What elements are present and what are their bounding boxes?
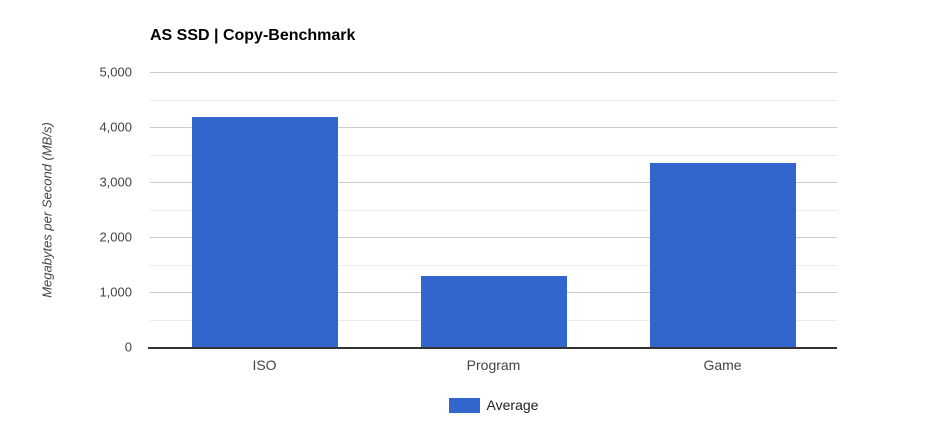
bar-iso[interactable] (191, 117, 338, 347)
minor-gridline (150, 99, 837, 101)
y-axis-tick-label: 4,000 (99, 119, 132, 135)
major-gridline (150, 72, 837, 73)
chart-title: AS SSD | Copy-Benchmark (150, 27, 356, 44)
minor-gridline (150, 154, 837, 156)
major-gridline (150, 182, 837, 183)
minor-gridline (150, 209, 837, 211)
x-axis-label-program: Program (466, 357, 521, 373)
legend-label: Average (486, 397, 539, 413)
y-axis-tick-label: 0 (124, 339, 132, 355)
x-axis-line (148, 347, 837, 349)
y-axis-tick-label: 1,000 (99, 284, 132, 300)
y-axis-tick-label: 5,000 (99, 64, 132, 80)
legend: Average (150, 397, 837, 413)
y-axis-tick-label: 3,000 (99, 174, 132, 190)
bar-program[interactable] (420, 276, 567, 347)
legend-color-swatch (448, 397, 480, 413)
major-gridline (150, 127, 837, 128)
major-gridline (150, 237, 837, 238)
x-axis-label-iso: ISO (252, 357, 277, 373)
y-axis-title: Megabytes per Second (MB/s) (39, 122, 55, 298)
y-axis-tick-label: 2,000 (99, 229, 132, 245)
minor-gridline (150, 264, 837, 266)
x-axis-label-game: Game (703, 357, 742, 373)
bar-game[interactable] (649, 162, 796, 347)
plot-area (150, 72, 837, 347)
